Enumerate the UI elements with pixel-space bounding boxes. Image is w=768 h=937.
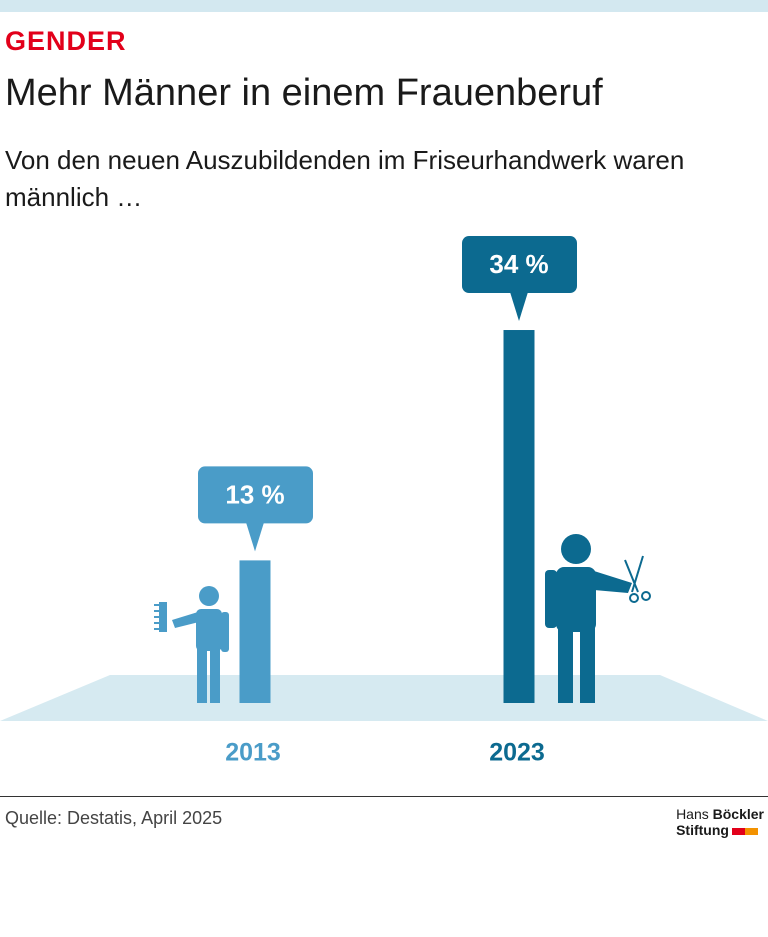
top-bar <box>0 0 768 12</box>
label-bubble <box>462 236 577 294</box>
label-pointer <box>246 522 264 552</box>
bar <box>503 330 535 703</box>
chart-subtitle: Von den neuen Auszubildenden im Friseurh… <box>5 145 685 212</box>
x-tick-label: 2023 <box>489 739 545 767</box>
label-bubble <box>198 466 313 524</box>
chart: 13 % 2013 34 % 2023 <box>0 236 768 767</box>
label-pointer <box>510 292 528 322</box>
floor <box>0 675 768 721</box>
person-icon <box>545 534 651 703</box>
source: Quelle: Destatis, April 2025 <box>5 808 223 828</box>
logo: Hans Böckler Stiftung <box>676 806 764 838</box>
chart-title: Mehr Männer in einem Frauenberuf <box>5 72 603 114</box>
value-label: 34 % <box>489 249 548 279</box>
logo-text: Stiftung <box>676 822 729 838</box>
rule <box>0 796 768 797</box>
kicker: GENDER <box>5 26 127 56</box>
bar <box>239 560 271 703</box>
logo-text: Böckler <box>712 806 764 822</box>
x-tick-label: 2013 <box>225 739 281 767</box>
person-icon <box>154 586 229 703</box>
logo-text: Hans <box>676 806 709 822</box>
value-label: 13 % <box>225 479 284 509</box>
